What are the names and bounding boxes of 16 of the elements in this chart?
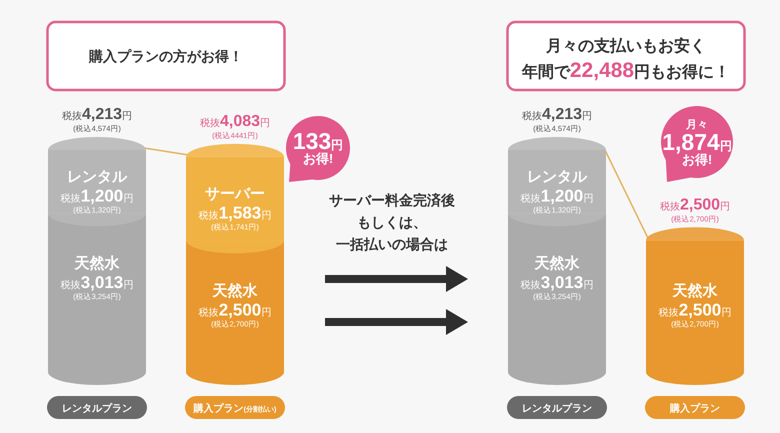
series-label: レンタル bbox=[67, 168, 128, 186]
chart-title: 購入プランの方がお得！ bbox=[88, 48, 243, 64]
annotation: 133円お得! bbox=[292, 128, 344, 166]
x-tick-label: 購入プラン bbox=[669, 402, 720, 414]
x-tick-label: レンタルプラン bbox=[62, 402, 132, 414]
series-label: サーバー bbox=[205, 186, 265, 203]
text: 天然水 bbox=[212, 282, 258, 300]
series-label: 天然水 bbox=[534, 255, 580, 272]
text: 天然水 bbox=[672, 282, 718, 300]
annotation: 月々1,874円お得! bbox=[662, 119, 732, 167]
text: サーバー料金完済後もしくは、一括払いの場合は bbox=[329, 192, 455, 252]
series-label: レンタル bbox=[527, 168, 588, 186]
x-tick-label: レンタルプラン bbox=[522, 402, 592, 414]
chart-subtitle: 年間で22,488円もお得に！ bbox=[520, 59, 730, 82]
series-label: 天然水 bbox=[74, 255, 120, 272]
chart-title: 月々の支払いもお安く bbox=[545, 36, 706, 55]
